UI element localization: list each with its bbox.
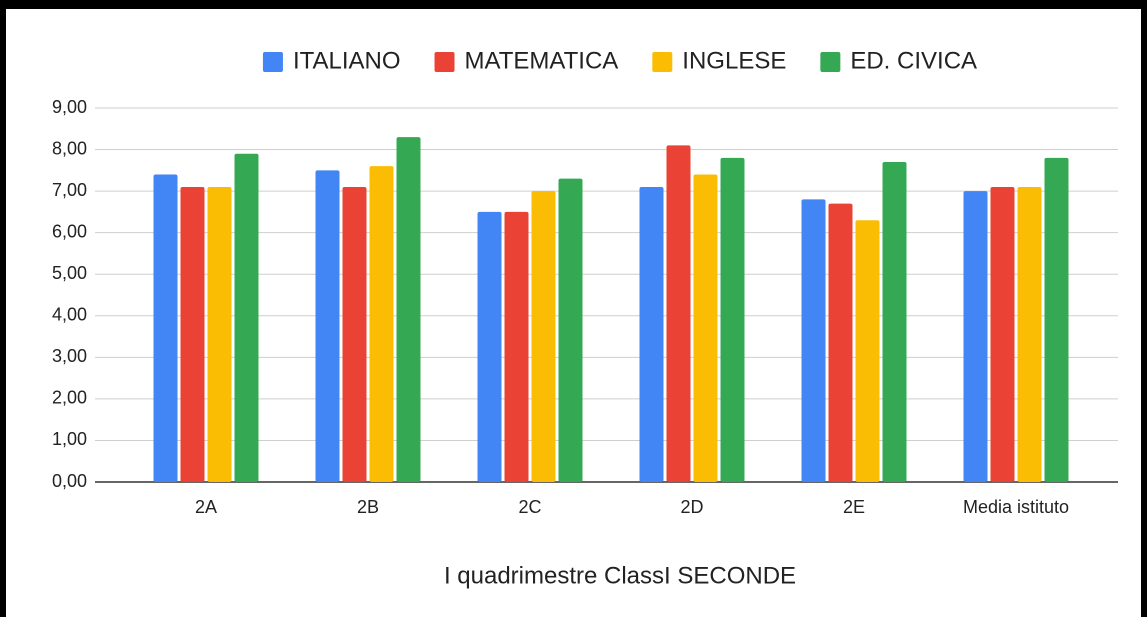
bar (207, 186, 232, 482)
frame-right (1141, 0, 1147, 617)
bar (180, 186, 205, 482)
bar (1044, 157, 1069, 482)
x-tick-label: Media istituto (963, 497, 1069, 517)
bar (828, 203, 853, 483)
legend-label: MATEMATICA (465, 47, 619, 74)
x-tick-label: 2B (357, 497, 379, 517)
y-tick-label: 4,00 (52, 305, 87, 325)
y-tick-label: 9,00 (52, 97, 87, 117)
bar (639, 186, 664, 482)
legend-swatch (652, 52, 673, 72)
x-tick-label: 2D (680, 497, 703, 517)
frame-top (0, 0, 1147, 9)
legend: ITALIANO MATEMATICA INGLESE ED. CIVICA (262, 47, 977, 74)
bar (369, 166, 394, 482)
legend-swatch (262, 52, 283, 72)
bar (531, 191, 556, 482)
bar (477, 211, 502, 482)
bar (558, 178, 583, 482)
legend-label: INGLESE (682, 47, 786, 74)
bar (396, 137, 421, 483)
bar (963, 191, 988, 482)
bar (315, 170, 340, 483)
y-tick-label: 2,00 (52, 388, 87, 408)
y-tick-label: 3,00 (52, 346, 87, 366)
bar (234, 153, 259, 482)
bar (882, 162, 907, 482)
bar (693, 174, 718, 482)
bar (855, 220, 880, 482)
y-tick-label: 6,00 (52, 221, 87, 241)
x-tick-label: 2A (195, 497, 217, 517)
y-tick-label: 0,00 (52, 471, 87, 491)
x-tick-label: 2C (518, 497, 541, 517)
bar (342, 186, 367, 482)
bar (990, 186, 1015, 482)
bar (153, 174, 178, 482)
legend-label: ED. CIVICA (850, 47, 977, 74)
legend-swatch (434, 52, 455, 72)
y-tick-label: 5,00 (52, 263, 87, 283)
bar (504, 211, 529, 482)
legend-label: ITALIANO (293, 47, 401, 74)
x-axis-title: I quadrimestre ClassI SECONDE (444, 562, 796, 589)
frame-left (0, 0, 6, 617)
y-tick-label: 7,00 (52, 180, 87, 200)
bar (801, 199, 826, 482)
bar (666, 145, 691, 482)
legend-swatch (820, 52, 841, 72)
bar (1017, 186, 1042, 482)
x-tick-label: 2E (843, 497, 865, 517)
y-tick-label: 8,00 (52, 138, 87, 158)
y-tick-label: 1,00 (52, 429, 87, 449)
bar (720, 157, 745, 482)
